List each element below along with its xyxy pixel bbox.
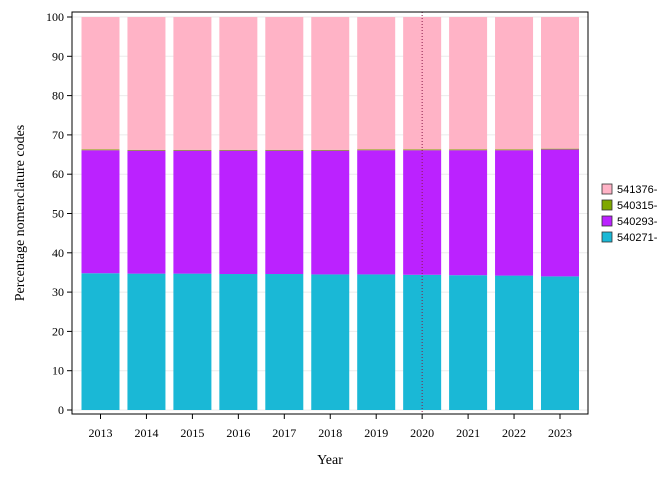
bar-segment <box>495 149 534 151</box>
bar-segment <box>81 273 120 410</box>
bar-segment <box>495 275 534 410</box>
y-tick-label: 10 <box>52 364 64 378</box>
x-tick-label: 2020 <box>410 426 434 440</box>
y-tick-label: 20 <box>52 324 64 338</box>
y-axis-label: Percentage nomenclature codes <box>13 125 28 301</box>
bar-segment <box>311 149 350 151</box>
x-tick-label: 2013 <box>89 426 113 440</box>
bar-segment <box>127 273 166 410</box>
bar-segment <box>127 17 166 150</box>
bar-segment <box>265 274 304 410</box>
bars-group <box>81 17 579 410</box>
bar-segment <box>541 276 579 410</box>
bar-segment <box>219 274 258 410</box>
legend-label: 541376- <box>617 184 658 196</box>
bar-segment <box>357 274 396 410</box>
legend-label: 540271- <box>617 232 658 244</box>
x-axis: 2013 2014 2015 2016 2017 2018 2019 2020 2021 2022… <box>89 414 572 440</box>
bar-segment <box>173 17 212 150</box>
bar-segment <box>449 17 488 150</box>
y-tick-label: 100 <box>46 10 64 24</box>
bar-segment <box>357 17 396 150</box>
x-tick-label: 2021 <box>456 426 480 440</box>
bar-segment <box>127 149 166 151</box>
bar-segment <box>449 149 488 151</box>
bar-segment <box>495 150 534 276</box>
bar-segment <box>219 150 258 275</box>
bar-segment <box>81 17 120 150</box>
bar-segment <box>541 17 579 149</box>
bar-segment <box>81 150 120 274</box>
bar-segment <box>219 17 258 150</box>
y-tick-label: 80 <box>52 89 64 103</box>
y-tick-label: 60 <box>52 167 64 181</box>
legend-swatch <box>601 199 613 211</box>
x-tick-label: 2017 <box>272 426 296 440</box>
x-axis-label: Year <box>317 453 343 468</box>
bar-segment <box>311 150 350 275</box>
legend-label: 540315- <box>617 200 658 212</box>
bar-segment <box>173 273 212 410</box>
bar-segment <box>541 149 579 277</box>
x-tick-label: 2014 <box>134 426 158 440</box>
x-tick-label: 2018 <box>318 426 342 440</box>
y-tick-label: 70 <box>52 128 64 142</box>
y-tick-label: 30 <box>52 285 64 299</box>
bar-segment <box>449 275 488 410</box>
x-tick-label: 2019 <box>364 426 388 440</box>
y-tick-label: 40 <box>52 246 64 260</box>
bar-segment <box>357 150 396 275</box>
bar-segment <box>265 149 304 151</box>
bar-segment <box>127 150 166 274</box>
legend-swatch <box>601 183 613 195</box>
x-tick-label: 2022 <box>502 426 526 440</box>
x-tick-label: 2023 <box>548 426 572 440</box>
bar-segment <box>449 150 488 276</box>
bar-segment <box>311 274 350 410</box>
bar-segment <box>403 149 442 151</box>
bar-segment <box>541 148 579 150</box>
y-tick-label: 50 <box>52 207 64 221</box>
bar-segment <box>265 17 304 150</box>
legend-swatch <box>601 231 613 243</box>
bar-segment <box>403 150 442 275</box>
legend-swatch <box>601 215 613 227</box>
legend-label: 540293- <box>617 216 658 228</box>
y-tick-label: 0 <box>58 403 64 417</box>
y-axis: 0 10 20 30 40 50 60 70 80 90 100 <box>46 10 72 417</box>
bar-segment <box>173 149 212 151</box>
bar-segment <box>311 17 350 150</box>
bar-segment <box>219 149 258 151</box>
bar-segment <box>495 17 534 150</box>
bar-segment <box>357 149 396 151</box>
x-tick-label: 2015 <box>180 426 204 440</box>
bar-segment <box>265 150 304 275</box>
y-tick-label: 90 <box>52 49 64 63</box>
bar-segment <box>81 149 120 151</box>
x-tick-label: 2016 <box>226 426 250 440</box>
legend: 541376- 540315- 540293- 540271- <box>601 183 658 244</box>
bar-segment <box>173 150 212 274</box>
